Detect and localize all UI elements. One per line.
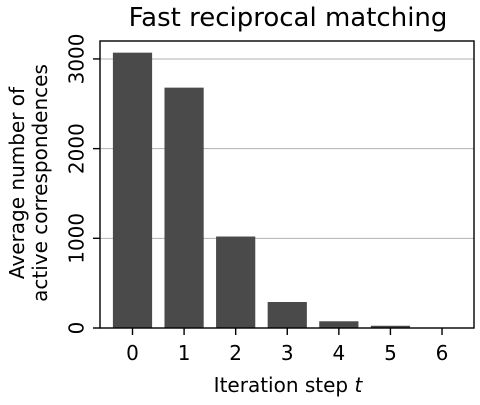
chart-title: Fast reciprocal matching [129,3,448,33]
y-tick-label: 0 [65,322,89,335]
x-tick-label: 2 [229,341,242,365]
x-tick-label: 1 [178,341,191,365]
x-tick-label: 3 [281,341,294,365]
bar [267,301,307,328]
bars [112,52,462,329]
plot-frame [99,40,475,329]
bar [164,87,204,328]
x-axis-label: Iteration step t [214,373,364,397]
y-tick-label: 3000 [65,33,89,84]
y-axis-label-line-2: active correspondences [28,64,52,302]
y-tick-label: 2000 [65,123,89,174]
y-axis-label-line-1: Average number of [5,86,29,279]
y-axis-ticks: 0 1000 2000 3000 [65,33,100,335]
x-axis-label-main: Iteration step [214,373,355,397]
y-tick-label: 1000 [65,213,89,264]
grid-lines [100,58,474,239]
x-axis-label-variable: t [354,373,363,397]
bar [216,236,256,328]
x-tick-label: 4 [332,341,345,365]
bar [370,325,411,328]
bar [112,52,153,329]
y-axis-label: Average number of active correspondences [5,64,52,302]
x-axis-ticks: 0 1 2 3 4 5 6 [126,328,448,365]
x-tick-label: 0 [126,341,139,365]
x-tick-label: 6 [436,341,449,365]
bar [319,321,359,328]
x-tick-label: 5 [384,341,397,365]
